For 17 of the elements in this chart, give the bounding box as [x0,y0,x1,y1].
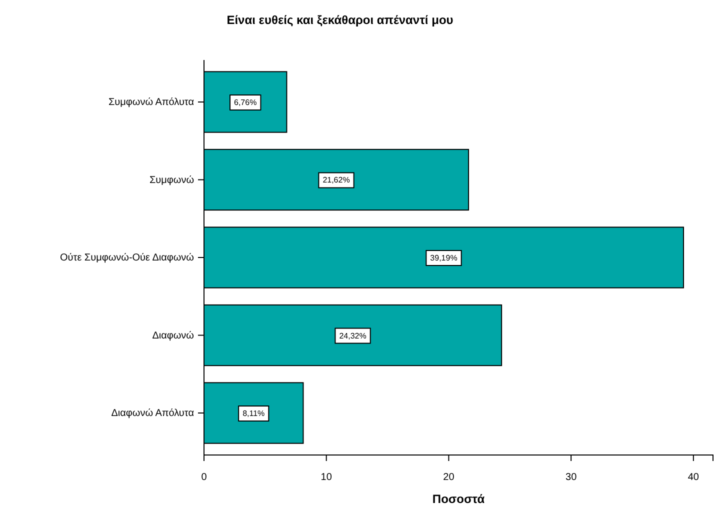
y-tick-label: Συμφωνώ Απόλυτα [108,97,194,108]
y-tick-label: Ούτε Συμφωνώ-Ούε Διαφωνώ [60,252,194,264]
data-label: 21,62% [322,176,350,185]
data-label: 24,32% [339,331,366,340]
chart-title: Είναι ευθείς και ξεκάθαροι απέναντί μου [226,13,454,27]
data-label: 39,19% [430,254,458,262]
data-label: 8,11% [242,409,265,418]
data-label: 6,76% [234,98,257,107]
x-tick-label: 40 [688,472,700,484]
x-tick-label: 20 [443,472,455,484]
x-tick-label: 0 [201,472,208,484]
x-axis-title: Ποσοστά [432,492,486,506]
y-tick-label: Διαφωνώ [152,330,194,342]
x-tick-label: 30 [566,472,578,484]
x-tick-label: 10 [320,472,332,484]
y-tick-label: Διαφωνώ Απόλυτα [111,408,194,420]
y-tick-label: Συμφωνώ [149,174,194,186]
